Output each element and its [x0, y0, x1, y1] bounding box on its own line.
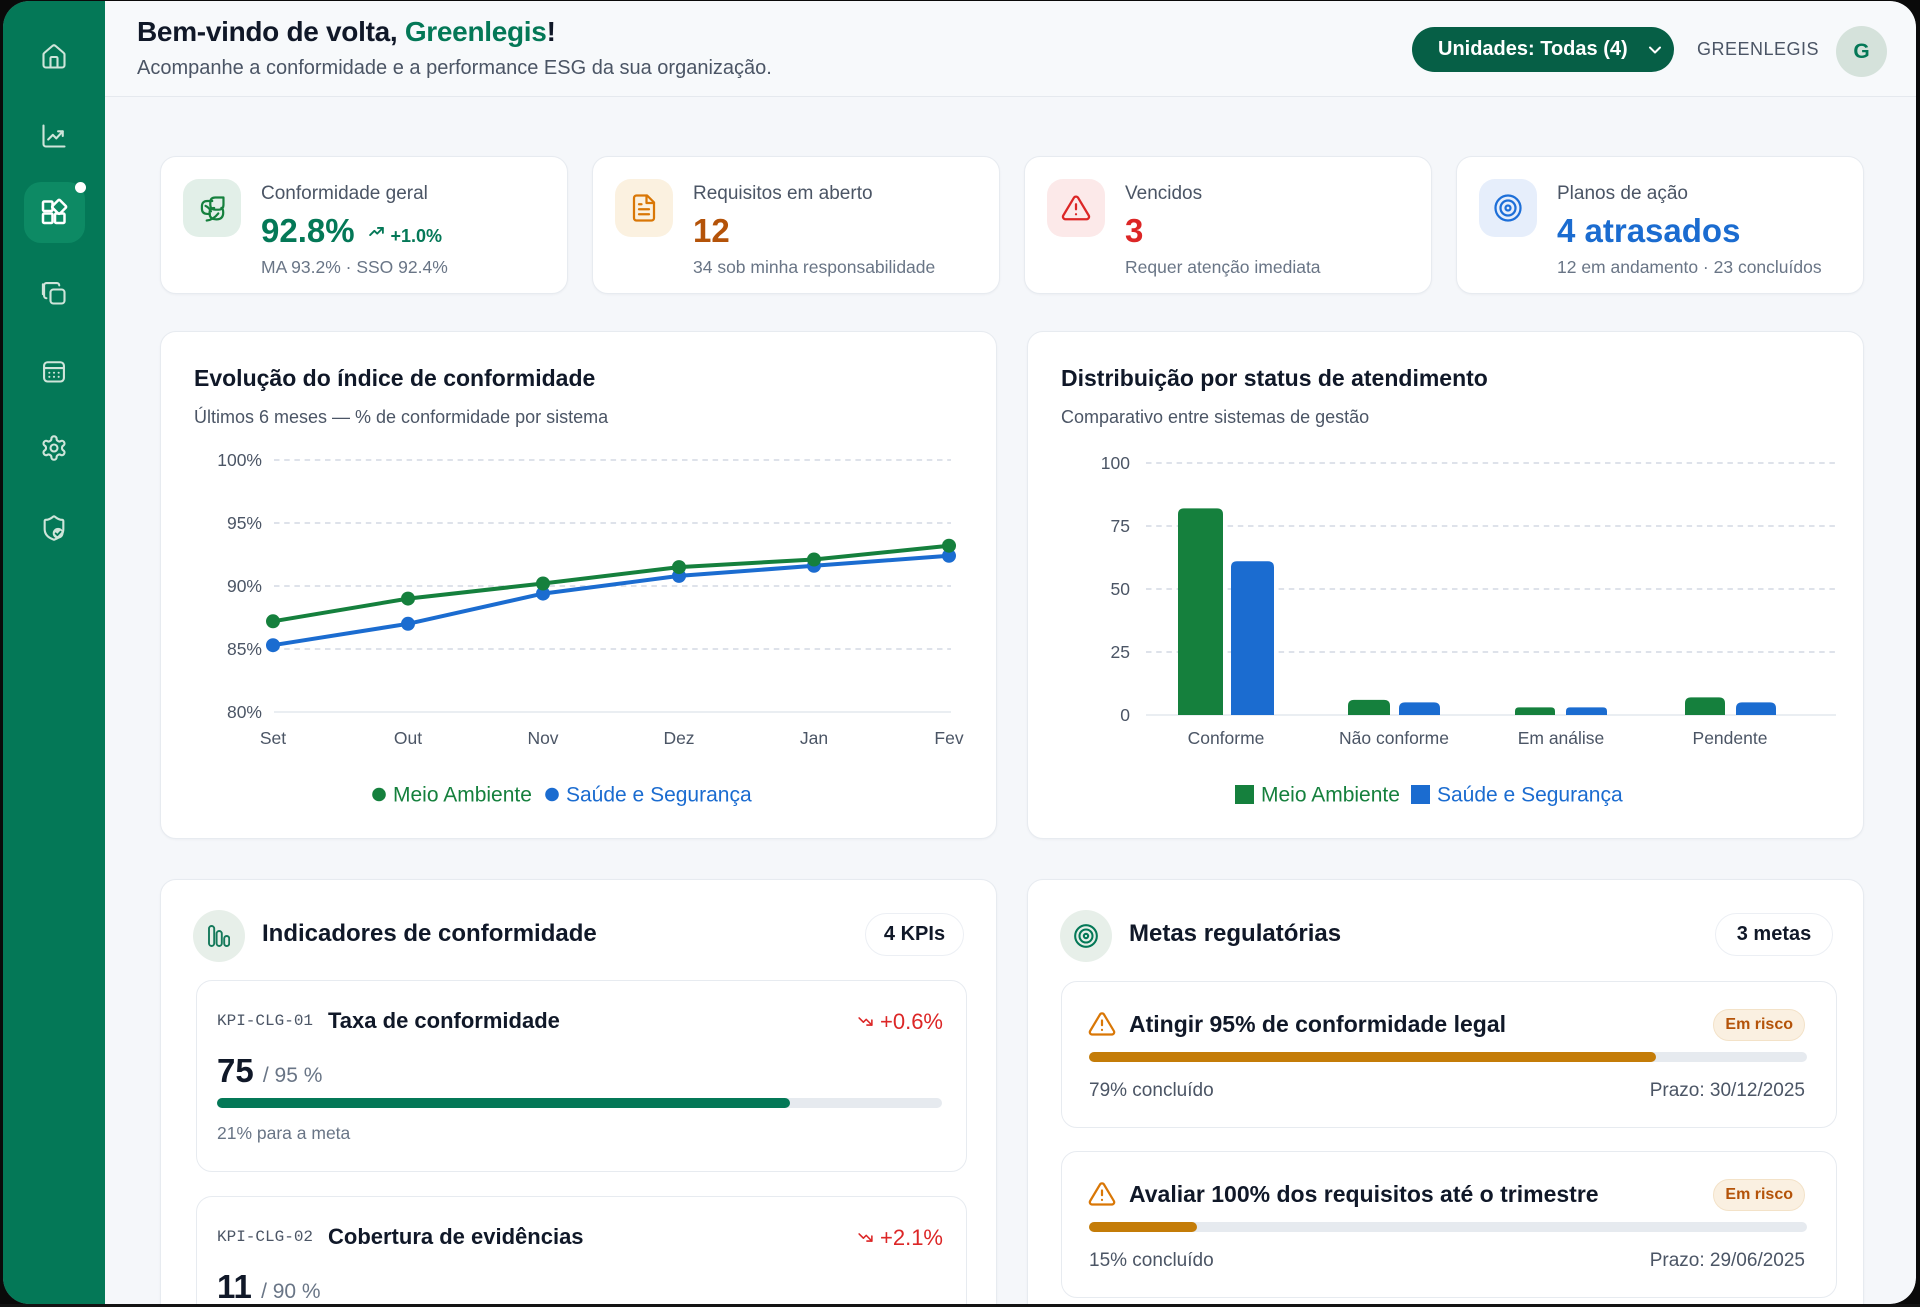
svg-text:Saúde e Segurança: Saúde e Segurança: [566, 784, 752, 807]
svg-text:Meio Ambiente: Meio Ambiente: [393, 784, 532, 807]
svg-text:50: 50: [1111, 579, 1131, 599]
svg-text:Out: Out: [394, 728, 422, 748]
svg-text:0: 0: [1120, 705, 1130, 725]
svg-text:Nov: Nov: [527, 728, 558, 748]
svg-text:Fev: Fev: [934, 728, 963, 748]
svg-text:Não conforme: Não conforme: [1339, 728, 1449, 748]
svg-text:80%: 80%: [227, 702, 262, 722]
svg-text:Saúde e Segurança: Saúde e Segurança: [1437, 784, 1623, 807]
svg-text:95%: 95%: [227, 513, 262, 533]
svg-text:75: 75: [1111, 516, 1130, 536]
svg-text:25: 25: [1111, 642, 1130, 662]
svg-text:Meio Ambiente: Meio Ambiente: [1261, 784, 1400, 807]
svg-text:Jan: Jan: [800, 728, 828, 748]
svg-text:100%: 100%: [217, 450, 262, 470]
svg-text:Conforme: Conforme: [1188, 728, 1265, 748]
svg-text:85%: 85%: [227, 639, 262, 659]
svg-text:Set: Set: [260, 728, 286, 748]
svg-text:Pendente: Pendente: [1693, 728, 1768, 748]
svg-text:Em análise: Em análise: [1518, 728, 1605, 748]
svg-text:90%: 90%: [227, 576, 262, 596]
svg-text:Dez: Dez: [663, 728, 694, 748]
svg-text:100: 100: [1101, 453, 1130, 473]
